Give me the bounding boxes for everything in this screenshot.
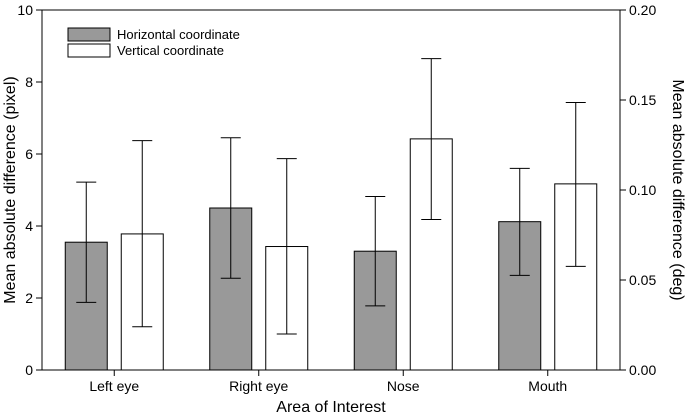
x-tick-label-mouth: Mouth (528, 378, 567, 394)
x-tick-label-left-eye: Left eye (89, 378, 139, 394)
right-y-axis: 0.00 0.05 0.10 0.15 0.20 (620, 2, 656, 378)
y-tick-label-left-2: 2 (25, 290, 33, 306)
left-y-axis: 0 2 4 6 8 10 (17, 2, 42, 378)
y-tick-label-left-8: 8 (25, 74, 33, 90)
bar-nose-horizontal (353, 250, 397, 371)
x-tick-label-nose: Nose (387, 378, 420, 394)
y-tick-label-right-0.05: 0.05 (629, 272, 656, 288)
y-tick-label-right-0.15: 0.15 (629, 92, 656, 108)
y-tick-label-right-0.10: 0.10 (629, 182, 656, 198)
y-axis-title-right: Mean absolute difference (deg) (669, 79, 686, 300)
y-tick-label-left-6: 6 (25, 146, 33, 162)
y-tick-label-left-4: 4 (25, 218, 33, 234)
legend-label-vertical: Vertical coordinate (117, 43, 224, 58)
legend: Horizontal coordinate Vertical coordinat… (67, 27, 240, 58)
x-tick-label-right-eye: Right eye (229, 378, 288, 394)
legend-swatch-horizontal (67, 27, 111, 42)
y-tick-label-left-0: 0 (25, 362, 33, 378)
error-bars-layer (76, 58, 586, 335)
y-axis-title-left: Mean absolute difference (pixel) (2, 76, 19, 303)
x-axis: Left eye Right eye Nose Mouth (89, 370, 567, 394)
y-tick-label-right-0.00: 0.00 (629, 362, 656, 378)
y-tick-label-right-0.20: 0.20 (629, 2, 656, 18)
y-tick-label-left-10: 10 (17, 2, 33, 18)
legend-label-horizontal: Horizontal coordinate (117, 27, 240, 42)
x-axis-title: Area of Interest (276, 399, 386, 416)
legend-swatch-vertical (67, 43, 111, 58)
bars-layer (64, 138, 598, 371)
